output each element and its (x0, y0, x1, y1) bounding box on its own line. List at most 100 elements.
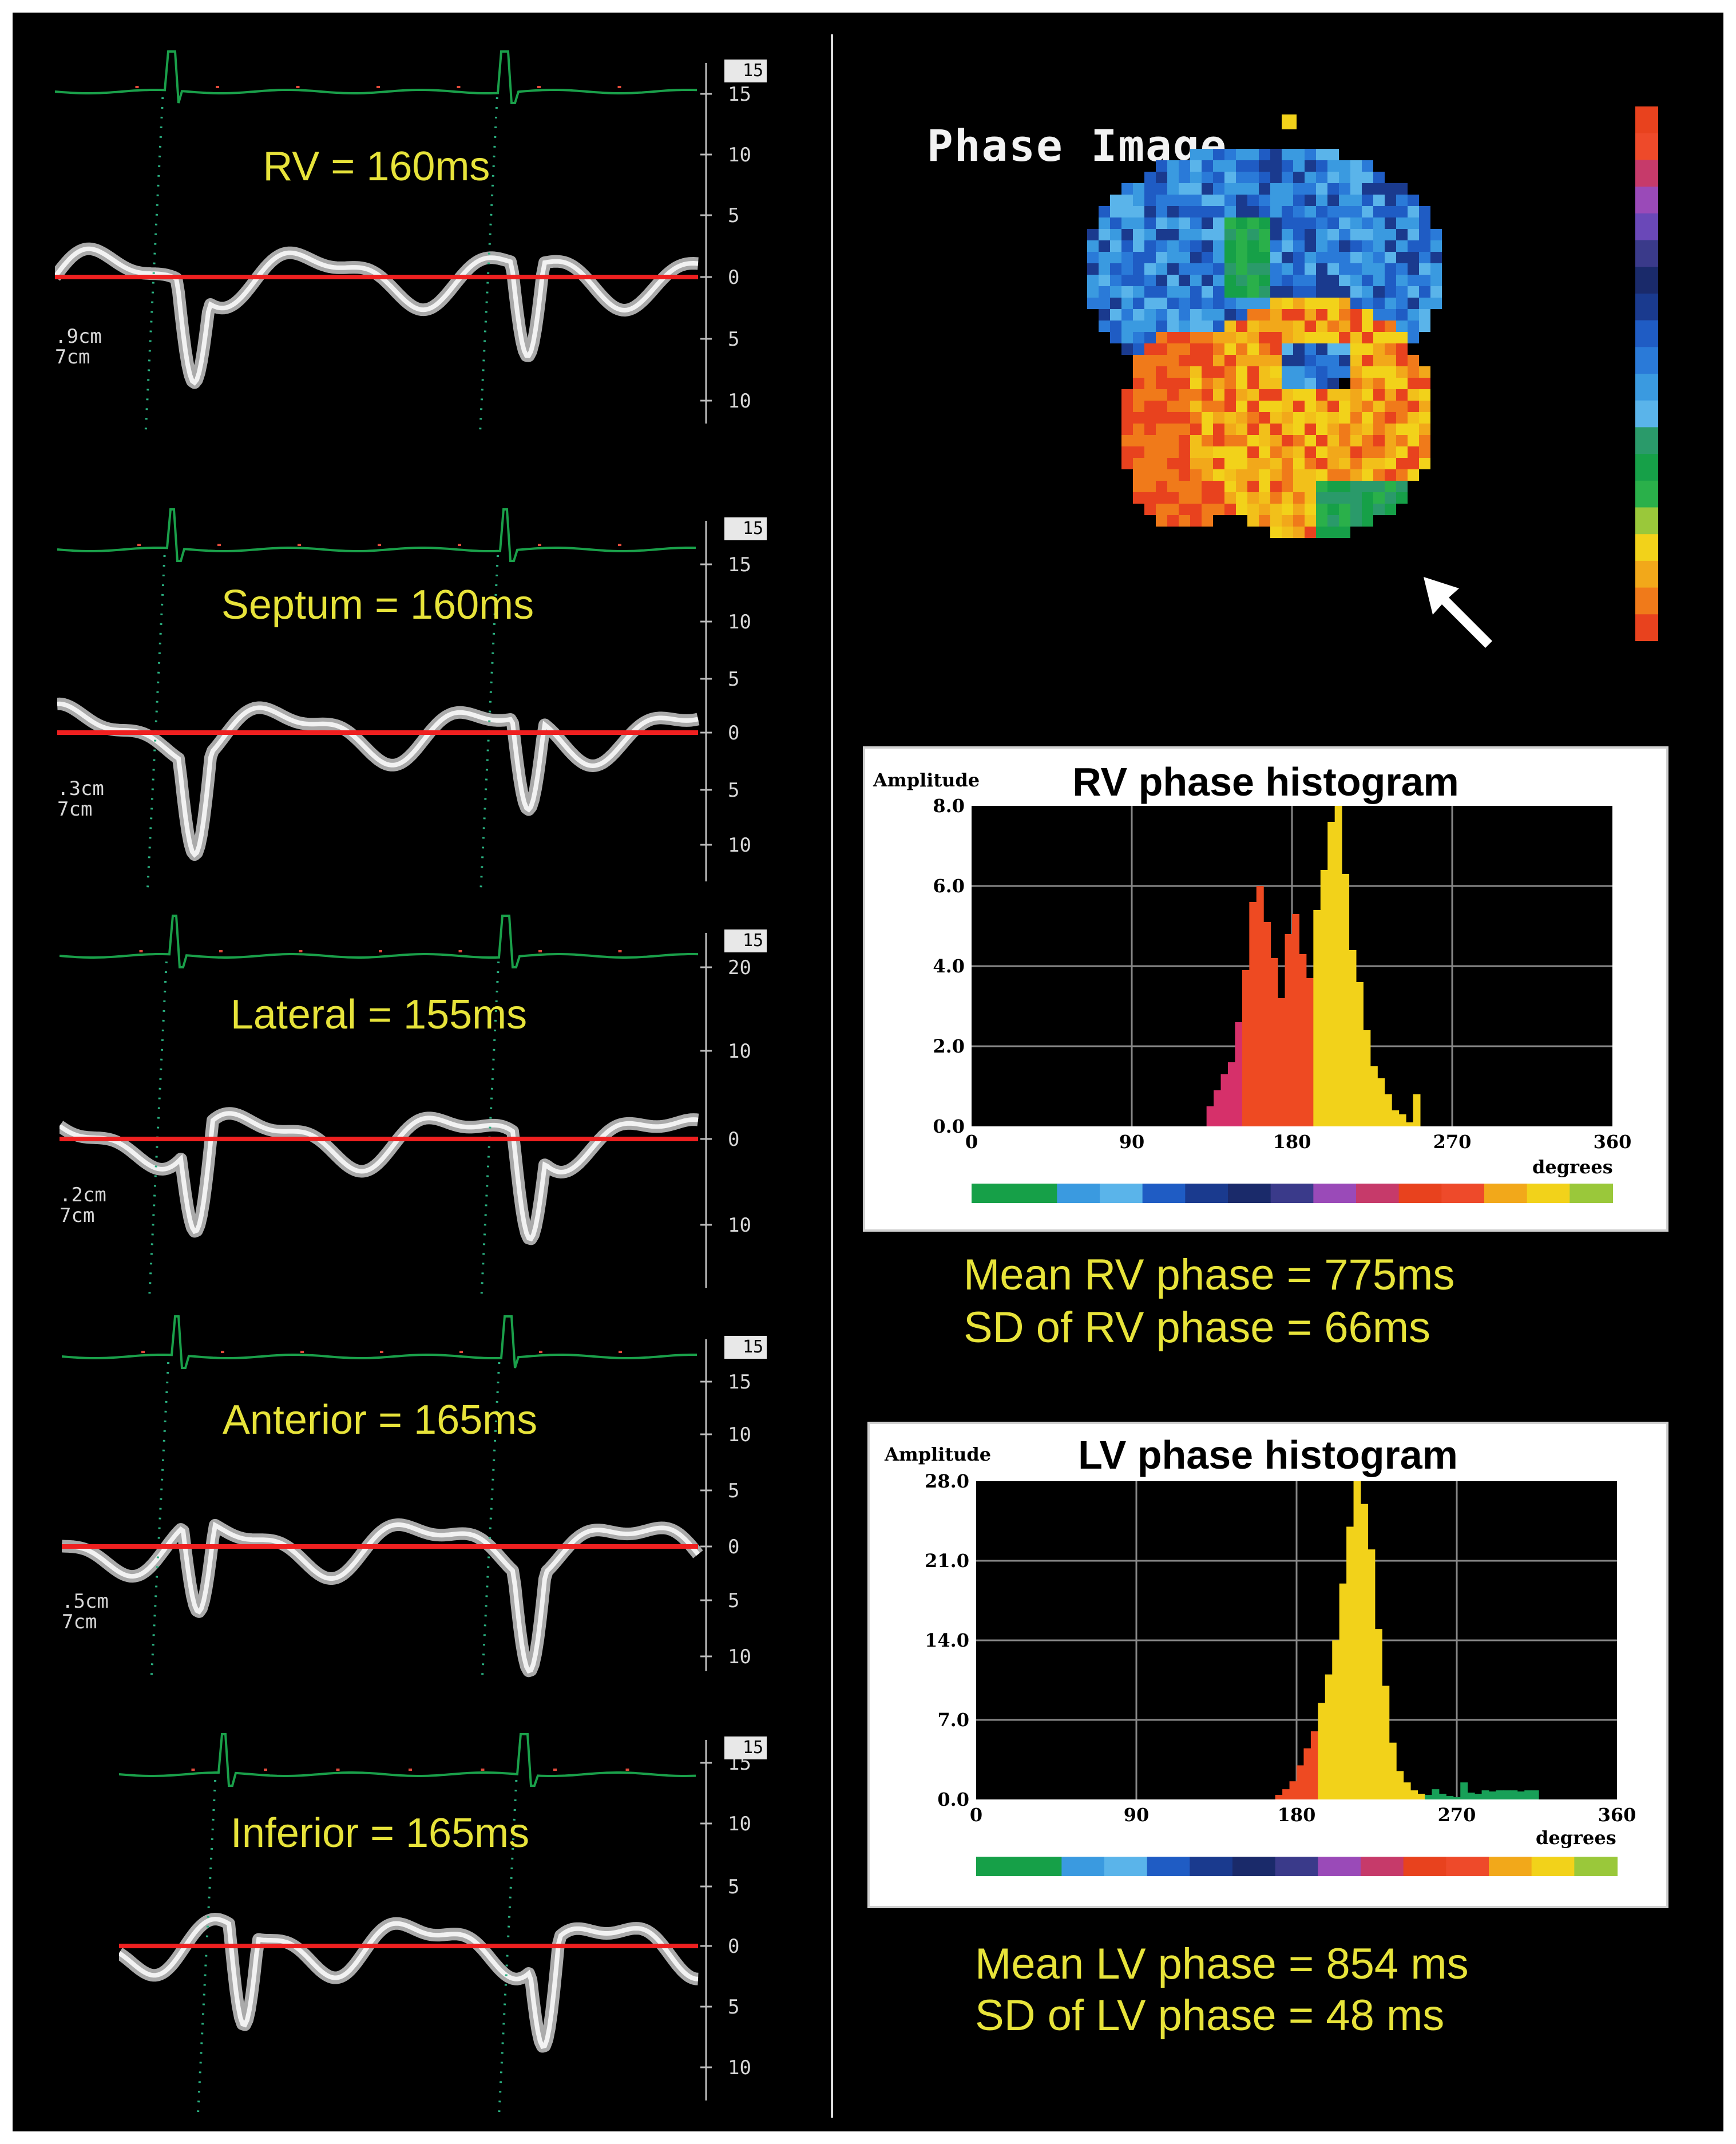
ecg-marker (336, 1769, 340, 1771)
phase-pixel (1282, 229, 1293, 240)
phase-pixel (1305, 286, 1316, 298)
phase-pixel (1202, 355, 1213, 366)
histogram-bar (1377, 1078, 1385, 1126)
phase-pixel (1236, 458, 1247, 469)
phase-pixel (1110, 240, 1121, 252)
phase-pixel (1316, 401, 1327, 412)
phase-pixel (1373, 481, 1385, 492)
phase-pixel (1121, 435, 1133, 446)
phase-pixel (1156, 286, 1167, 298)
phase-pixel (1430, 263, 1442, 275)
phase-pixel (1305, 160, 1316, 172)
phase-pixel (1350, 515, 1362, 527)
phase-pixel (1362, 160, 1373, 172)
ecg-trace (119, 1733, 696, 1787)
phase-pixel (1167, 321, 1179, 332)
phase-pixel (1305, 389, 1316, 401)
phase-pixel (1247, 424, 1259, 435)
phase-pixel (1190, 206, 1202, 217)
phase-pixel (1087, 275, 1099, 286)
arrow-icon (1424, 577, 1492, 648)
phase-pixel (1362, 515, 1373, 527)
ecg-marker (264, 1769, 267, 1771)
phase-pixel (1316, 446, 1327, 458)
lv-degrees-label: degrees (1536, 1827, 1616, 1849)
phase-pixel (1236, 183, 1247, 195)
colorbar-segment (1635, 213, 1658, 241)
phase-pixel (1408, 389, 1419, 401)
phase-pixel (1156, 492, 1167, 504)
phase-pixel (1305, 309, 1316, 321)
phase-pixel (1282, 458, 1293, 469)
phase-pixel (1224, 401, 1236, 412)
phase-pixel (1419, 263, 1430, 275)
phase-pixel (1350, 263, 1362, 275)
phase-pixel (1247, 160, 1259, 172)
phase-pixel (1121, 298, 1133, 309)
ecg-marker (135, 86, 139, 88)
phase-pixel (1327, 195, 1339, 206)
lv-histogram-chart: 28.0 21.0 14.0 7.0 0.00 90 180 270 360 (925, 1470, 1636, 1876)
phase-pixel (1259, 424, 1270, 435)
phase-pixel (1385, 332, 1396, 343)
phase-marker (1282, 114, 1297, 129)
phase-pixel (1339, 366, 1350, 378)
phase-pixel (1213, 206, 1224, 217)
phase-pixel (1110, 229, 1121, 240)
phase-pixel (1362, 263, 1373, 275)
phase-pixel (1190, 263, 1202, 275)
phase-pixel (1316, 435, 1327, 446)
phase-color-band (1403, 1857, 1447, 1876)
phase-pixel (1339, 481, 1350, 492)
phase-pixel (1259, 389, 1270, 401)
histogram-bar (1235, 1022, 1243, 1126)
rv-histogram-title: RV phase histogram (1072, 760, 1459, 804)
histogram-bar (1325, 1674, 1333, 1799)
phase-pixel (1408, 286, 1419, 298)
phase-pixel (1339, 458, 1350, 469)
histogram-bar (1256, 886, 1264, 1126)
phase-pixel (1247, 515, 1259, 527)
histogram-bar (1432, 1789, 1440, 1799)
histogram-bar (1361, 1504, 1368, 1799)
phase-pixel (1408, 321, 1419, 332)
phase-pixel (1144, 321, 1156, 332)
phase-pixel (1167, 252, 1179, 263)
histogram-bar (1282, 1789, 1290, 1799)
phase-pixel (1259, 469, 1270, 481)
ecg-marker (538, 950, 542, 952)
phase-pixel (1305, 366, 1316, 378)
phase-pixel (1213, 275, 1224, 286)
phase-pixel (1133, 446, 1144, 458)
phase-pixel (1293, 206, 1305, 217)
phase-pixel (1202, 217, 1213, 229)
phase-pixel (1224, 149, 1236, 160)
phase-pixel (1419, 366, 1430, 378)
ecg-marker (625, 1769, 629, 1771)
phase-pixel (1224, 378, 1236, 389)
phase-pixel (1350, 206, 1362, 217)
histogram-bar (1368, 1549, 1376, 1799)
phase-pixel (1259, 378, 1270, 389)
phase-pixel (1236, 240, 1247, 252)
phase-pixel (1316, 332, 1327, 343)
phase-pixel (1362, 286, 1373, 298)
histogram-bar (1320, 870, 1328, 1126)
phase-pixel (1087, 298, 1099, 309)
phase-pixel (1385, 309, 1396, 321)
phase-pixel (1339, 332, 1350, 343)
phase-pixel (1190, 240, 1202, 252)
phase-pixel (1396, 412, 1408, 424)
phase-pixel (1396, 275, 1408, 286)
phase-pixel (1350, 332, 1362, 343)
phase-pixel (1167, 332, 1179, 343)
phase-pixel (1327, 355, 1339, 366)
phase-color-bar (1635, 106, 1658, 641)
phase-pixel (1373, 206, 1385, 217)
phase-pixel (1327, 412, 1339, 424)
phase-pixel (1144, 217, 1156, 229)
phase-pixel (1339, 504, 1350, 515)
x-tick-label: 360 (1598, 1804, 1636, 1826)
